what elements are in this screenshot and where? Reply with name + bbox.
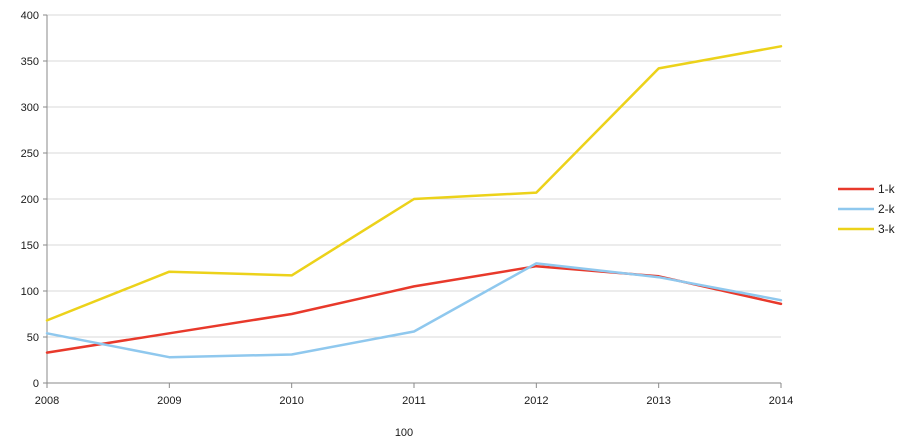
series-line-3 (45, 45, 783, 322)
x-tick-label-2008: 2008 (35, 395, 59, 407)
y-tick-label-100: 100 (21, 286, 39, 298)
gridlines (47, 14, 781, 338)
legend-label-3: 3-k (878, 222, 896, 236)
x-tick-label-2014: 2014 (769, 395, 793, 407)
y-tick-label-150: 150 (21, 240, 39, 252)
legend-label-2: 2-k (878, 202, 896, 216)
legend-label-1: 1-k (878, 182, 896, 196)
x-tick-label-2012: 2012 (524, 395, 548, 407)
x-tick-label-2013: 2013 (646, 395, 670, 407)
series-lines (45, 45, 783, 359)
x-tick-label-2011: 2011 (402, 395, 426, 407)
y-tick-label-350: 350 (21, 56, 39, 68)
legend: 1-k 2-k 3-k (838, 182, 896, 236)
y-tick-label-50: 50 (27, 332, 39, 344)
axes (43, 14, 782, 388)
x-tick-label-2009: 2009 (157, 395, 181, 407)
y-tick-label-400: 400 (21, 10, 39, 22)
y-tick-label-300: 300 (21, 102, 39, 114)
x-axis-title: 100 (395, 427, 413, 439)
y-tick-label-0: 0 (33, 378, 39, 390)
tick-labels: 0 50 100 150 200 250 300 350 400 2008 2009 2010 2011… (21, 10, 794, 407)
series-line-2 (45, 262, 783, 359)
y-tick-label-250: 250 (21, 148, 39, 160)
x-tick-label-2010: 2010 (279, 395, 303, 407)
y-tick-label-200: 200 (21, 194, 39, 206)
